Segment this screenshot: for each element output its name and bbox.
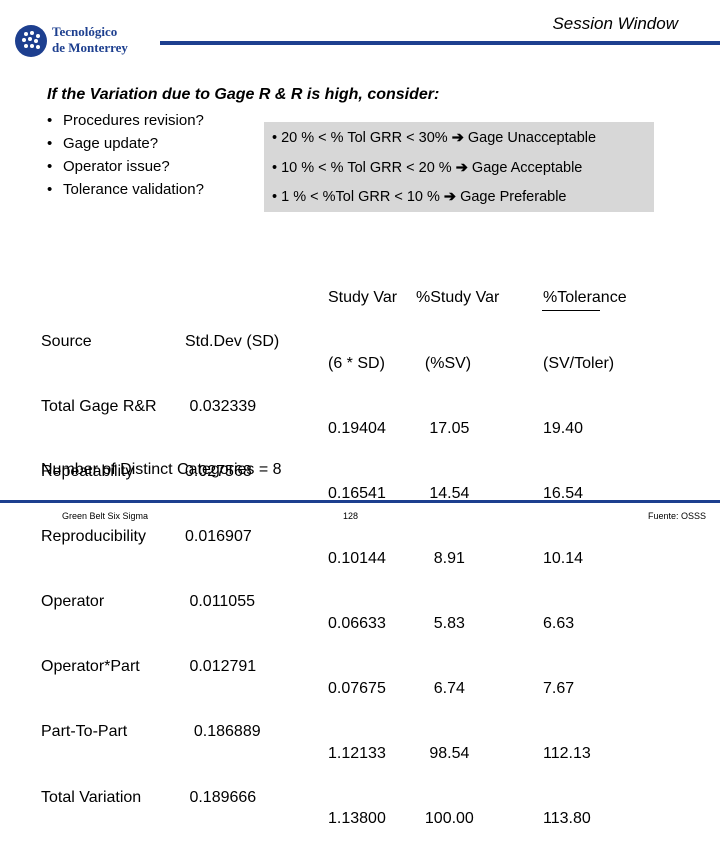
list-item-text: Procedures revision?: [63, 112, 204, 129]
table-cell: 0.016907: [185, 528, 252, 546]
title-divider: [160, 41, 720, 45]
headline: If the Variation due to Gage R & R is hi…: [47, 86, 440, 103]
arrow-right-icon: ➔: [451, 130, 464, 146]
table-cell: 7.67: [543, 680, 575, 698]
source-column: Source Total Gage R&R Repeatability Repr…: [41, 244, 157, 830]
stddev-column: Std.Dev (SD) 0.032339 0.027568 0.016907 …: [185, 244, 279, 830]
table-cell: 6.74: [416, 680, 465, 698]
criteria-result: Gage Unacceptable: [467, 130, 597, 146]
table-cell: Part-To-Part: [41, 723, 128, 741]
criteria-row: • 10 % < % Tol GRR < 20 % ➔ Gage Accepta…: [272, 160, 582, 176]
table-cell: 0.07675: [328, 680, 386, 698]
criteria-box: • 20 % < % Tol GRR < 30% ➔ Gage Unaccept…: [264, 122, 654, 212]
list-item: • Gage update?: [47, 132, 204, 155]
pct-tol-column: %Tolerance (SV/Toler) 19.40 16.54 10.14 …: [543, 244, 627, 852]
table-cell: 19.40: [543, 419, 584, 437]
table-cell: 100.00: [416, 810, 474, 828]
table-cell: 17.05: [416, 419, 470, 437]
footer-right: Fuente: OSSS: [648, 511, 707, 521]
criteria-row: • 1 % < %Tol GRR < 10 % ➔ Gage Preferabl…: [272, 189, 567, 205]
table-cell: 0.186889: [185, 723, 261, 741]
tec-seal-icon: [15, 25, 47, 57]
table-cell: 6.63: [543, 614, 575, 632]
table-cell: Operator*Part: [41, 658, 140, 676]
criteria-result: Gage Preferable: [460, 189, 567, 205]
table-cell: Total Gage R&R: [41, 397, 157, 415]
table-cell: 98.54: [416, 745, 470, 763]
page-title: Session Window: [552, 14, 678, 33]
criteria-condition: • 20 % < % Tol GRR < 30%: [272, 130, 448, 146]
criteria-result: Gage Acceptable: [471, 160, 583, 176]
table-cell: 0.012791: [185, 658, 257, 676]
table-cell: 0.011055: [185, 593, 255, 611]
list-item-text: Tolerance validation?: [63, 181, 204, 198]
arrow-right-icon: ➔: [455, 160, 468, 176]
table-cell: 10.14: [543, 549, 584, 567]
criteria-condition: • 10 % < % Tol GRR < 20 %: [272, 160, 452, 176]
pct-sv-column: %Study Var (%SV) 17.05 14.54 8.91 5.83 6…: [416, 244, 499, 852]
table-cell: 5.83: [416, 614, 465, 632]
table-cell: 0.027568: [185, 463, 252, 481]
distinct-categories: Number of Distinct Categories = 8: [41, 461, 282, 478]
table-cell: 0.032339: [185, 397, 257, 415]
footer-left: Green Belt Six Sigma: [62, 511, 149, 521]
list-item: • Operator issue?: [47, 155, 204, 178]
table-cell: 0.189666: [185, 788, 257, 806]
highlight-underline: [542, 310, 600, 311]
table-cell: 0.19404: [328, 419, 386, 437]
table-cell: Reproducibility: [41, 528, 146, 546]
footer-divider: [0, 500, 720, 503]
table-cell: Operator: [41, 593, 105, 611]
table-cell: %Tolerance: [543, 289, 627, 307]
considerations-list: • Procedures revision? • Gage update? • Ope…: [47, 109, 204, 201]
logo: Tecnológico de Monterrey: [14, 18, 154, 64]
table-cell: 1.13800: [328, 810, 386, 828]
table-cell: 113.80: [543, 810, 591, 828]
list-item: • Tolerance validation?: [47, 178, 204, 201]
table-cell: Source: [41, 332, 92, 350]
table-cell: Study Var: [328, 289, 398, 307]
logo-line-1: Tecnológico: [52, 24, 118, 39]
table-cell: Total Variation: [41, 788, 142, 806]
table-cell: 8.91: [416, 549, 465, 567]
criteria-condition: • 1 % < %Tol GRR < 10 %: [272, 189, 440, 205]
table-cell: Std.Dev (SD): [185, 332, 280, 350]
list-item-text: Gage update?: [63, 135, 159, 152]
table-cell: (%SV): [416, 354, 472, 372]
page-number: 128: [343, 511, 359, 521]
logo-text: Tecnológico de Monterrey: [52, 24, 128, 56]
table-cell: 16.54: [543, 484, 584, 502]
table-cell: 112.13: [543, 745, 591, 763]
list-item: • Procedures revision?: [47, 109, 204, 132]
arrow-right-icon: ➔: [443, 189, 457, 205]
table-cell: 0.10144: [328, 549, 386, 567]
criteria-row: • 20 % < % Tol GRR < 30% ➔ Gage Unaccept…: [272, 130, 596, 146]
table-cell: (6 * SD): [328, 354, 385, 372]
table-cell: (SV/Toler): [543, 354, 615, 372]
list-item-text: Operator issue?: [63, 158, 170, 175]
logo-line-2: de Monterrey: [52, 40, 128, 55]
studyvar-column: Study Var (6 * SD) 0.19404 0.16541 0.101…: [328, 244, 397, 852]
table-cell: 0.06633: [328, 614, 386, 632]
table-cell: 1.12133: [328, 745, 386, 763]
table-cell: %Study Var: [416, 289, 500, 307]
table-cell: 14.54: [416, 484, 470, 502]
table-cell: 0.16541: [328, 484, 386, 502]
table-cell: Repeatability: [41, 463, 134, 481]
